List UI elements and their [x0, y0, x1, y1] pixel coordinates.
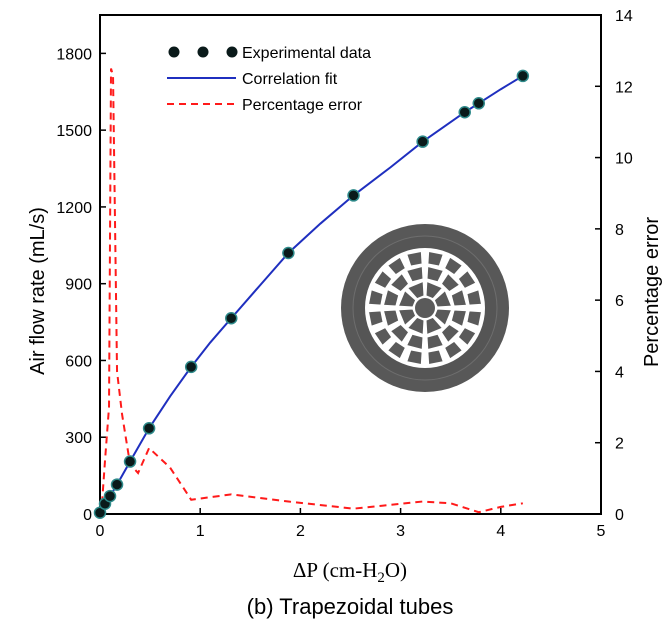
- tube-cell-29: [372, 268, 394, 290]
- y2-axis-title: Percentage error: [641, 217, 662, 367]
- chart-caption: (b) Trapezoidal tubes: [247, 594, 454, 619]
- legend-marker-experimental-1: [168, 46, 180, 58]
- tube-center-cell: [415, 298, 435, 318]
- tube-cell-7: [433, 288, 454, 309]
- tube-cell-19: [449, 288, 468, 308]
- tube-cell-14: [382, 288, 401, 308]
- experimental-point-4: [123, 455, 137, 468]
- y-axis-title: Air flow rate (mL/s): [27, 207, 49, 375]
- tube-cell-35: [465, 288, 483, 307]
- tube-cell-30: [385, 255, 407, 277]
- tube-cell-10: [425, 332, 445, 351]
- y2-tick-label-2: 4: [615, 364, 624, 381]
- x-tick-label-5: 5: [597, 523, 606, 540]
- experimental-point-8: [282, 246, 295, 260]
- legend: Experimental data Correlation fit Percen…: [167, 45, 371, 114]
- tube-cell-26: [372, 326, 394, 348]
- y-tick-label-4: 1200: [56, 200, 92, 217]
- tube-cell-0: [433, 307, 454, 328]
- experimental-point-10: [416, 135, 429, 148]
- experimental-point-7: [225, 311, 238, 325]
- legend-label-fit: Correlation fit: [242, 71, 338, 88]
- tube-cell-3: [396, 307, 417, 328]
- experimental-point-3: [110, 478, 124, 491]
- y2-tick-label-4: 8: [615, 222, 624, 239]
- legend-label-experimental: Experimental data: [242, 45, 371, 62]
- tube-cell-5: [405, 279, 426, 300]
- y-tick-label-1: 300: [65, 430, 92, 447]
- tube-cell-22: [443, 339, 465, 361]
- y2-tick-label-7: 14: [615, 8, 633, 25]
- tube-cell-2: [405, 316, 426, 337]
- tube-cell-11: [405, 332, 425, 351]
- y-tick-label-2: 600: [65, 353, 92, 370]
- y2-tick-label-3: 6: [615, 293, 624, 310]
- legend-marker-experimental-3: [226, 46, 238, 58]
- experimental-point-11: [458, 105, 471, 119]
- tube-cell-1: [424, 316, 445, 337]
- tube-cell-28: [367, 288, 385, 307]
- legend-marker-experimental-2: [197, 46, 209, 58]
- tube-cell-25: [385, 339, 407, 361]
- y-tick-label-6: 1800: [56, 46, 92, 63]
- plot-frame: [99, 14, 602, 515]
- tube-cell-8: [449, 308, 468, 328]
- tube-cell-21: [456, 326, 478, 348]
- x-tick-label-4: 4: [496, 523, 505, 540]
- experimental-point-9: [347, 189, 360, 202]
- tube-cell-17: [425, 265, 445, 284]
- experimental-point-13: [516, 69, 530, 83]
- experimental-point-2: [103, 489, 117, 503]
- tube-cell-20: [465, 309, 483, 328]
- tube-cell-31: [405, 250, 424, 268]
- tube-cell-9: [439, 322, 462, 345]
- experimental-point-12: [472, 97, 486, 110]
- y2-tick-label-0: 0: [615, 507, 624, 524]
- tube-cells: [367, 250, 483, 366]
- tube-cell-33: [443, 255, 465, 277]
- tube-cell-16: [405, 265, 425, 284]
- y-tick-label-3: 900: [65, 277, 92, 294]
- x-tick-label-3: 3: [396, 523, 405, 540]
- experimental-point-5: [142, 422, 156, 435]
- legend-label-error: Percentage error: [242, 97, 363, 114]
- x-axis-title-end: O): [385, 558, 407, 582]
- x-axis-title-main: ΔP (cm-H: [293, 558, 377, 582]
- tube-cell-15: [388, 271, 411, 294]
- x-axis-title-sub: 2: [377, 570, 385, 586]
- tube-cell-13: [382, 308, 401, 328]
- tube-cell-34: [456, 268, 478, 290]
- y-tick-label-0: 0: [83, 507, 92, 524]
- experimental-point-6: [184, 360, 198, 374]
- x-tick-label-1: 1: [196, 523, 205, 540]
- y2-tick-label-6: 12: [615, 79, 633, 96]
- x-tick-label-0: 0: [96, 523, 105, 540]
- tube-cell-12: [388, 322, 411, 345]
- tube-cell-23: [426, 348, 445, 366]
- y-tick-label-5: 1500: [56, 123, 92, 140]
- y2-tick-label-5: 10: [615, 151, 633, 168]
- tube-cell-27: [367, 309, 385, 328]
- x-axis-title: ΔP (cm-H2O): [293, 558, 407, 586]
- trapezoidal-tube-icon: [341, 224, 509, 392]
- x-tick-label-2: 2: [296, 523, 305, 540]
- y2-tick-label-1: 2: [615, 436, 624, 453]
- tube-cell-32: [426, 250, 445, 268]
- tube-cell-18: [439, 271, 462, 294]
- tube-cell-4: [396, 288, 417, 309]
- series-percentage-error: [101, 68, 524, 514]
- tube-cell-6: [424, 279, 445, 300]
- tube-cell-24: [405, 348, 424, 366]
